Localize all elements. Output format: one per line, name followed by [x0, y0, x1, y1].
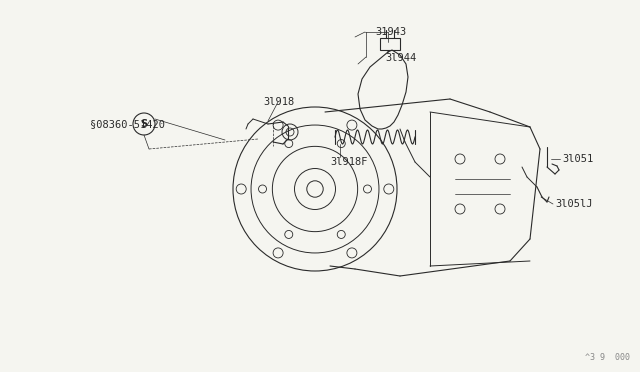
Text: S: S [140, 119, 148, 129]
Bar [380, 38, 400, 50]
Text: 3l051: 3l051 [562, 154, 593, 164]
Text: 3l918F: 3l918F [330, 157, 367, 167]
Text: 31943: 31943 [375, 27, 406, 37]
Text: ^3 9  000: ^3 9 000 [585, 353, 630, 362]
Text: 3l05lJ: 3l05lJ [555, 199, 593, 209]
Text: 3l944: 3l944 [385, 53, 416, 63]
Text: 3l918: 3l918 [263, 97, 294, 107]
Text: §08360-51420: §08360-51420 [90, 119, 165, 129]
